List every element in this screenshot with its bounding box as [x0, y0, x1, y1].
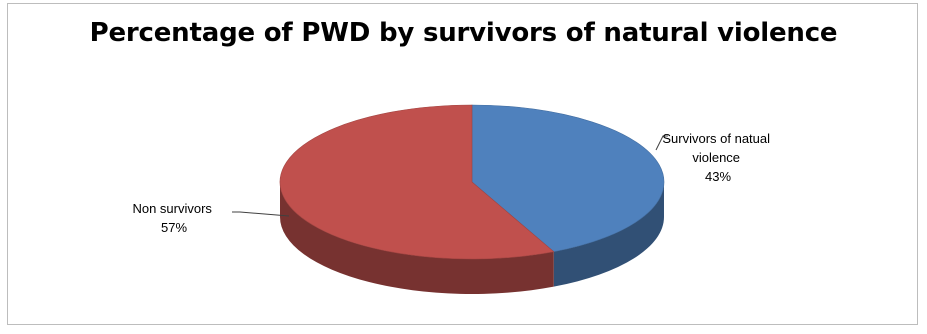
- pie-depth: [280, 182, 664, 295]
- data-label-non-survivors-line1: Non survivors: [132, 201, 212, 216]
- pie-side-non-survivors: [280, 182, 554, 295]
- pie-chart: Survivors of natual violence 43% Non sur…: [132, 104, 773, 295]
- leader-lines: [232, 135, 668, 217]
- chart-title: Percentage of PWD by survivors of natura…: [89, 18, 838, 48]
- leader-line-non-survivors: [232, 211, 290, 217]
- data-label-non-survivors: Non survivors 57%: [132, 201, 215, 235]
- chart-area: Percentage of PWD by survivors of natura…: [7, 3, 918, 325]
- data-label-survivors-line2: violence: [692, 150, 740, 165]
- data-label-non-survivors-value: 57%: [161, 220, 187, 235]
- pie-side-survivors: [553, 182, 664, 287]
- pie-slice-non-survivors: [279, 104, 555, 260]
- pie-top: [279, 104, 665, 260]
- data-label-survivors-value: 43%: [705, 169, 731, 184]
- data-label-survivors-line1: Survivors of natual: [662, 131, 770, 146]
- data-label-survivors: Survivors of natual violence 43%: [662, 131, 773, 184]
- leader-line-survivors: [655, 135, 668, 151]
- pie-slice-survivors: [471, 104, 665, 252]
